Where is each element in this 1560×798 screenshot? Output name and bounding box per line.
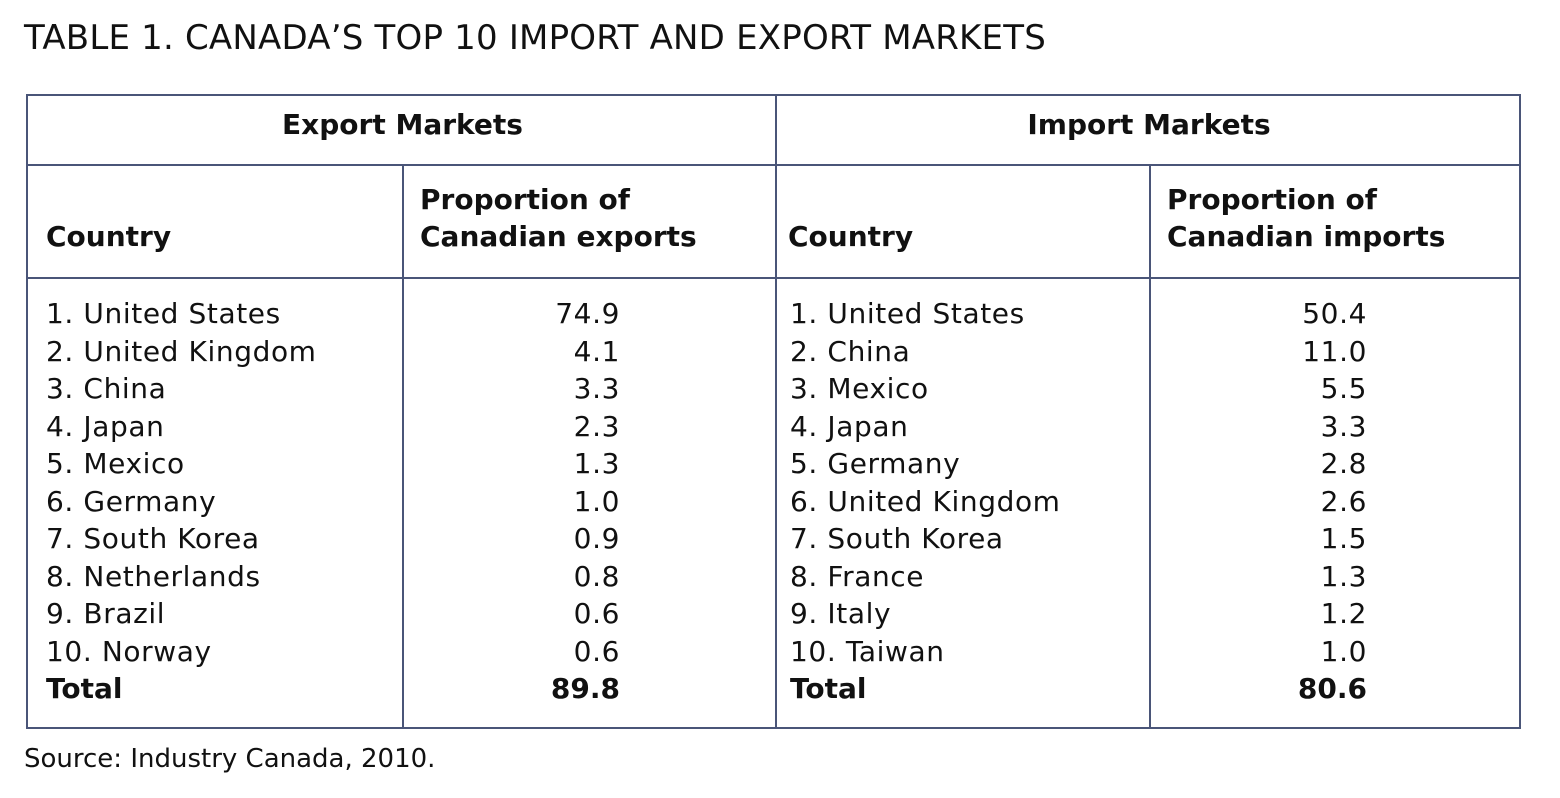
import-country-cell: 9. Italy bbox=[790, 597, 892, 630]
import-value-cell: 1.5 bbox=[1320, 522, 1367, 555]
import-country-cell: 8. France bbox=[790, 559, 925, 593]
export-country-cell: 4. Japan bbox=[46, 409, 165, 443]
import-country-cell: 5. Germany bbox=[790, 447, 961, 480]
export-country-cell: 2. United Kingdom bbox=[46, 334, 317, 368]
import-country-header: Country bbox=[788, 220, 914, 253]
export-import-divider bbox=[775, 96, 777, 727]
export-proportion-header: Proportion of Canadian exports bbox=[420, 181, 697, 255]
import-value-cell: 2.6 bbox=[1320, 484, 1367, 518]
export-country-cell: 9. Brazil bbox=[46, 597, 166, 630]
export-country-cell: 3. China bbox=[46, 372, 167, 405]
import-value-cell: 11.0 bbox=[1302, 334, 1367, 368]
export-country-cell: 7. South Korea bbox=[46, 522, 260, 555]
import-value-cell: 1.0 bbox=[1320, 634, 1367, 668]
export-value-cell: 1.0 bbox=[573, 484, 620, 518]
import-value-cell: 1.2 bbox=[1320, 597, 1367, 630]
export-value-cell: 2.3 bbox=[573, 409, 620, 443]
import-country-cell: 7. South Korea bbox=[790, 522, 1004, 555]
source-note: Source: Industry Canada, 2010. bbox=[24, 744, 436, 774]
column-header-rule bbox=[28, 277, 1519, 279]
import-value-cell: 3.3 bbox=[1320, 409, 1367, 443]
export-value-cell: 74.9 bbox=[555, 297, 620, 330]
export-country-header: Country bbox=[46, 220, 172, 253]
import-column-divider bbox=[1149, 164, 1151, 727]
import-value-list: 50.4 11.0 5.5 3.3 2.8 2.6 1.5 1.3 1.2 1.… bbox=[1173, 295, 1367, 708]
import-markets-header: Import Markets bbox=[1027, 108, 1271, 141]
import-country-cell: 10. Taiwan bbox=[790, 634, 945, 668]
export-country-cell: 8. Netherlands bbox=[46, 559, 261, 593]
export-country-cell: 10. Norway bbox=[46, 634, 212, 668]
export-value-cell: 1.3 bbox=[573, 447, 620, 480]
export-country-cell: 6. Germany bbox=[46, 484, 217, 518]
import-country-cell: 1. United States bbox=[790, 297, 1025, 330]
import-country-cell: 2. China bbox=[790, 334, 911, 368]
export-total-value: 89.8 bbox=[550, 672, 620, 705]
import-country-list: 1. United States 2. China 3. Mexico 4. J… bbox=[790, 295, 1140, 708]
export-markets-header: Export Markets bbox=[282, 108, 523, 141]
export-value-cell: 3.3 bbox=[573, 372, 620, 405]
import-total-value: 80.6 bbox=[1297, 672, 1367, 705]
import-country-cell: 6. United Kingdom bbox=[790, 484, 1061, 518]
import-proportion-header-line1: Proportion of bbox=[1167, 183, 1377, 216]
export-value-cell: 0.6 bbox=[573, 597, 620, 630]
export-value-cell: 4.1 bbox=[573, 334, 620, 368]
export-total-label: Total bbox=[46, 672, 123, 705]
import-value-cell: 2.8 bbox=[1320, 447, 1367, 480]
import-value-cell: 5.5 bbox=[1320, 372, 1367, 405]
import-value-cell: 50.4 bbox=[1302, 297, 1367, 330]
export-value-cell: 0.6 bbox=[573, 634, 620, 668]
export-proportion-header-line2: Canadian exports bbox=[420, 220, 697, 253]
markets-table: Export Markets Import Markets Country Pr… bbox=[26, 94, 1521, 729]
export-country-list: 1. United States 2. United Kingdom 3. Ch… bbox=[46, 295, 396, 708]
export-country-cell: 1. United States bbox=[46, 297, 281, 330]
import-country-cell: 3. Mexico bbox=[790, 372, 929, 405]
import-proportion-header-line2: Canadian imports bbox=[1167, 220, 1446, 253]
page-title: TABLE 1. CANADA’S TOP 10 IMPORT AND EXPO… bbox=[24, 18, 1046, 58]
export-value-list: 74.9 4.1 3.3 2.3 1.3 1.0 0.9 0.8 0.6 0.6… bbox=[428, 295, 620, 708]
import-value-cell: 1.3 bbox=[1320, 559, 1367, 593]
export-value-cell: 0.9 bbox=[573, 522, 620, 555]
export-country-cell: 5. Mexico bbox=[46, 447, 185, 480]
import-country-cell: 4. Japan bbox=[790, 409, 909, 443]
export-value-cell: 0.8 bbox=[573, 559, 620, 593]
group-header-rule bbox=[28, 164, 1519, 166]
import-proportion-header: Proportion of Canadian imports bbox=[1167, 181, 1445, 255]
export-proportion-header-line1: Proportion of bbox=[420, 183, 630, 216]
import-total-label: Total bbox=[790, 672, 867, 705]
export-column-divider bbox=[402, 164, 404, 727]
